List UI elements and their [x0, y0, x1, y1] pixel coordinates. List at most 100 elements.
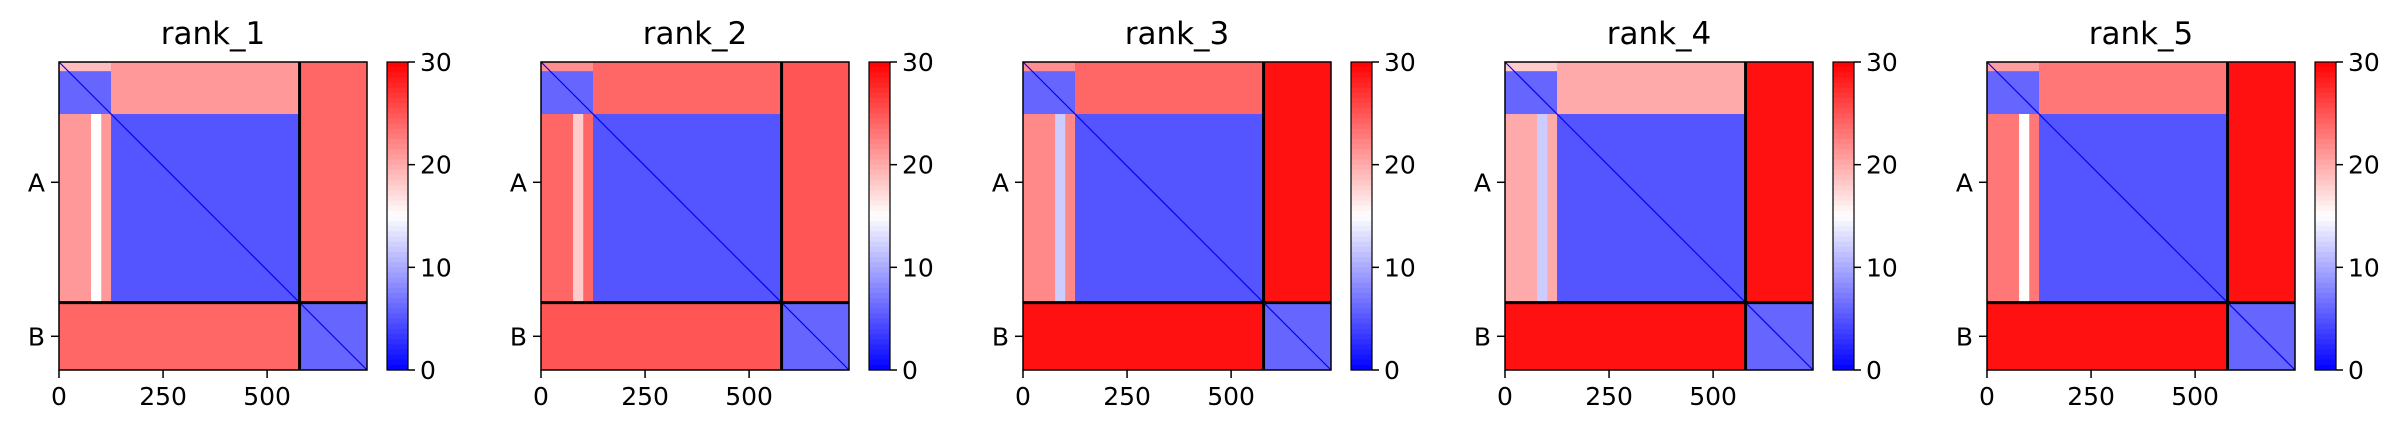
colorbar-segment — [869, 67, 890, 73]
colorbar-segment — [1351, 344, 1372, 351]
colorbar-segment — [387, 241, 408, 248]
colorbar-segment — [387, 328, 408, 335]
colorbar-segment — [2315, 318, 2336, 325]
colorbar-segment — [387, 318, 408, 325]
colorbar-segment — [1833, 205, 1854, 212]
colorbar-segment — [387, 313, 408, 320]
colorbar: 0 10 20 30 — [2314, 48, 2380, 385]
colorbar-segment — [1351, 293, 1372, 299]
colorbar-segment — [387, 246, 408, 253]
colorbar-segment — [1833, 154, 1854, 161]
colorbar-segment — [869, 287, 890, 294]
colorbar-segment — [1351, 159, 1372, 166]
colorbar-segment — [2315, 354, 2336, 361]
colorbar-frame — [868, 61, 891, 371]
colorbar-segment — [387, 349, 408, 356]
colorbar-segment — [1833, 293, 1854, 299]
colorbar-segment — [2315, 328, 2336, 335]
colorbar-segment — [869, 174, 890, 181]
colorbar-segment — [869, 103, 890, 109]
colorbar-segment — [387, 164, 408, 171]
colorbar-segment — [1833, 339, 1854, 345]
colorbar-segment — [869, 92, 890, 99]
cell-AA-cross-lower — [541, 114, 594, 303]
chain-label-A: A — [28, 168, 45, 197]
colorbar-segment — [1351, 262, 1372, 268]
colorbar-segment — [387, 364, 408, 371]
colorbar-segment — [1351, 149, 1372, 155]
colorbar-segment — [2315, 87, 2336, 94]
colorbar-segment — [387, 272, 408, 279]
colorbar-segment — [1833, 62, 1854, 68]
colorbar-segment — [2315, 323, 2336, 330]
colorbar-segment — [387, 139, 408, 145]
colorbar-segment — [2315, 339, 2336, 345]
colorbar-segment — [1351, 354, 1372, 361]
colorbar-segment — [387, 262, 408, 268]
colorbar-segment — [1351, 82, 1372, 89]
colorbar-segment — [387, 236, 408, 243]
x-tick-label: 0 — [1015, 382, 1031, 411]
x-tick-label: 250 — [139, 382, 187, 411]
colorbar-segment — [387, 174, 408, 181]
colorbar-segment — [387, 144, 408, 150]
colorbar-segment — [1351, 328, 1372, 335]
colorbar-segment — [1351, 349, 1372, 356]
colorbar-segment — [1351, 169, 1372, 176]
colorbar-segment — [1351, 313, 1372, 320]
colorbar-segment — [1833, 200, 1854, 207]
colorbar-segment — [1351, 298, 1372, 304]
colorbar-segment — [869, 113, 890, 120]
colorbar-segment — [1833, 318, 1854, 325]
colorbar-segment — [387, 205, 408, 212]
colorbar-segment — [387, 200, 408, 207]
colorbar-segment — [1833, 334, 1854, 340]
colorbar-segment — [387, 92, 408, 99]
panel-title: rank_5 — [2089, 16, 2194, 52]
colorbar-segment — [1351, 133, 1372, 140]
colorbar-segment — [1351, 287, 1372, 294]
colorbar-segment — [869, 251, 890, 258]
diagonal-line — [540, 61, 850, 371]
colorbar-segment — [387, 334, 408, 340]
colorbar-segment — [869, 123, 890, 130]
colorbar-segment — [1351, 154, 1372, 161]
colorbar-segment — [1351, 231, 1372, 238]
colorbar-segment — [387, 195, 408, 202]
x-tick-label: 0 — [1979, 382, 1995, 411]
colorbar-segment — [869, 246, 890, 253]
colorbar-segment — [2315, 221, 2336, 227]
colorbar-frame — [1350, 61, 1373, 371]
cell-AA-cross-upper — [1557, 62, 1746, 115]
chain-label-A: A — [1956, 168, 1973, 197]
colorbar-segment — [1833, 144, 1854, 150]
colorbar-segment — [1351, 267, 1372, 274]
colorbar-segment — [387, 303, 408, 309]
cell-AA-cross-upper — [593, 62, 782, 115]
colorbar-segment — [1351, 128, 1372, 135]
colorbar-segment — [1351, 364, 1372, 371]
colorbar-tick-label: 0 — [1384, 356, 1400, 385]
colorbar-segment — [2315, 287, 2336, 294]
colorbar-tick-label: 0 — [902, 356, 918, 385]
colorbar-segment — [869, 185, 890, 191]
colorbar-segment — [2315, 113, 2336, 120]
colorbar-segment — [1833, 272, 1854, 279]
colorbar-segment — [1351, 190, 1372, 197]
colorbar-segment — [387, 72, 408, 78]
colorbar-segment — [387, 277, 408, 284]
colorbar-tick-label: 10 — [420, 253, 452, 282]
colorbar-segment — [2315, 251, 2336, 258]
axes-frame — [540, 61, 850, 371]
colorbar-segment — [387, 216, 408, 222]
colorbar-segment — [1351, 108, 1372, 114]
colorbar-segment — [2315, 72, 2336, 78]
panel-title: rank_2 — [643, 16, 748, 52]
colorbar-segment — [1833, 139, 1854, 145]
colorbar-segment — [2315, 103, 2336, 109]
colorbar-segment — [387, 323, 408, 330]
colorbar-segment — [1351, 164, 1372, 171]
colorbar-segment — [387, 77, 408, 84]
colorbar-segment — [1351, 144, 1372, 150]
colorbar-segment — [2315, 169, 2336, 176]
